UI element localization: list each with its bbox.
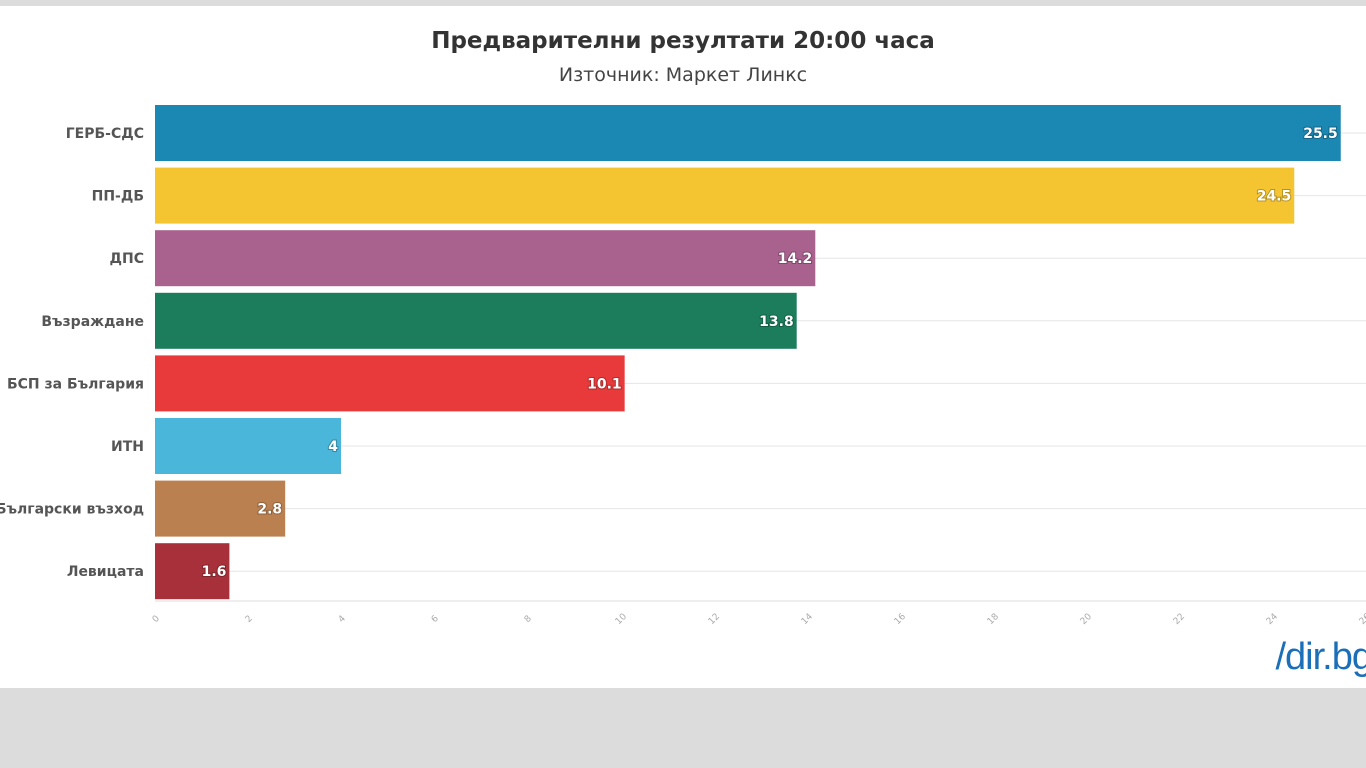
data-label: 14.2	[778, 251, 813, 267]
bar-1	[155, 167, 1295, 224]
x-tick-label: 0	[151, 614, 162, 625]
dir-bg-logo: /dir.bg	[1275, 636, 1366, 678]
category-label: БСП за България	[7, 376, 144, 392]
bar-2	[155, 230, 816, 287]
category-label: Левицата	[67, 564, 144, 580]
bar-3	[155, 292, 797, 349]
x-tick-label: 14	[800, 612, 815, 627]
x-tick-label: 10	[614, 612, 629, 627]
category-label: Възраждане	[41, 314, 144, 330]
x-tick-label: 8	[523, 614, 534, 625]
category-label: ПП-ДБ	[92, 189, 144, 205]
data-label: 24.5	[1257, 189, 1292, 205]
bar-7	[155, 543, 230, 600]
bar-4	[155, 355, 625, 412]
x-tick-label: 24	[1265, 612, 1280, 627]
x-tick-label: 26	[1358, 612, 1366, 627]
x-tick-label: 18	[986, 612, 1001, 627]
x-tick-label: 2	[244, 614, 255, 625]
chart-subtitle: Източник: Маркет Линкс	[558, 64, 808, 86]
chart-title: Предварителни резултати 20:00 часа	[431, 28, 935, 54]
x-tick-label: 4	[337, 614, 348, 625]
category-label: ГЕРБ-СДС	[66, 126, 144, 142]
category-label: ИТН	[111, 439, 144, 455]
bar-5	[155, 418, 341, 474]
x-tick-label: 12	[707, 612, 722, 627]
data-label: 25.5	[1303, 126, 1338, 142]
x-tick-label: 6	[430, 614, 441, 625]
x-tick-label: 16	[893, 612, 908, 627]
data-label: 4	[328, 439, 338, 455]
data-label: 10.1	[587, 376, 622, 392]
data-label: 13.8	[759, 314, 794, 330]
x-tick-label: 22	[1172, 612, 1187, 627]
bar-0	[155, 105, 1341, 161]
category-label: Български възход	[0, 502, 144, 518]
data-label: 2.8	[257, 502, 282, 518]
data-label: 1.6	[202, 564, 227, 580]
category-label: ДПС	[110, 251, 144, 267]
x-tick-label: 20	[1079, 612, 1094, 627]
bar-6	[155, 480, 286, 537]
